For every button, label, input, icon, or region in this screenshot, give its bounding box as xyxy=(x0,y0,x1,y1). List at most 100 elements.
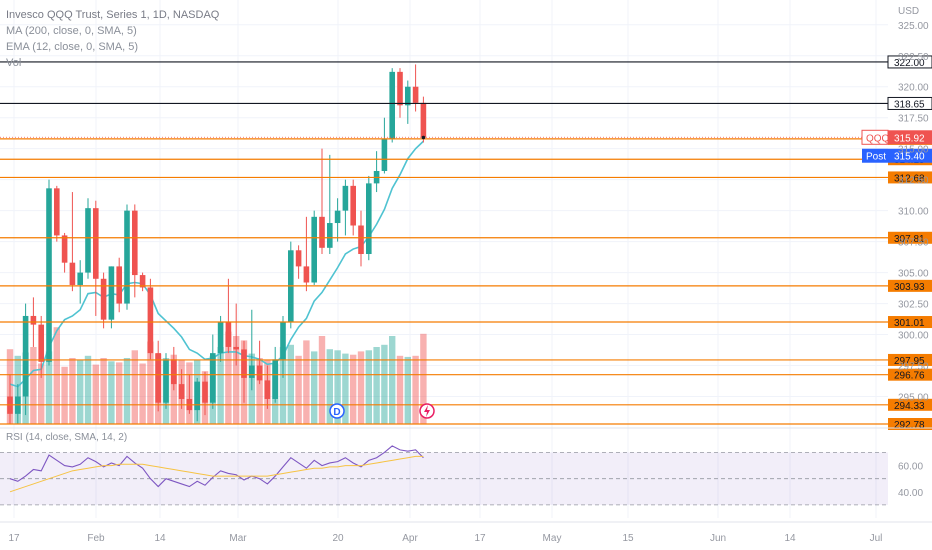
volume-bar xyxy=(139,363,146,424)
price-axis[interactable]: USD 325.00 322.50 320.00 317.50 315.00 312.50 3… xyxy=(898,6,929,403)
dividend-marker-icon xyxy=(329,403,345,419)
candle-body xyxy=(85,208,91,273)
candle-body xyxy=(334,210,341,224)
candle-body xyxy=(22,315,29,397)
level-tag xyxy=(887,96,932,110)
ema-polyline xyxy=(9,140,424,388)
legend-ema[interactable]: EMA (12, close, 0, SMA, 5) xyxy=(6,41,139,53)
legend-vol[interactable]: Vol xyxy=(6,57,22,69)
candle-body xyxy=(264,380,271,399)
price-tick: 307.50 xyxy=(898,238,929,249)
volume-bar xyxy=(92,364,99,424)
level-tag xyxy=(888,171,932,184)
level-tag xyxy=(887,55,932,69)
candle-body xyxy=(69,262,76,285)
volume-bar xyxy=(45,351,53,424)
time-tick: Jul xyxy=(870,533,883,544)
volume-bars xyxy=(6,327,427,424)
price-tick: 302.50 xyxy=(898,300,929,311)
candle-body xyxy=(116,266,122,304)
horizontal-levels[interactable]: 322.00318.65315.79314.15312.68307.81303.… xyxy=(0,55,932,431)
level-label: 322.00 xyxy=(894,58,925,69)
post-name: Post xyxy=(866,152,886,163)
time-tick: 14 xyxy=(154,533,166,544)
candle-body xyxy=(241,349,247,378)
volume-bar xyxy=(365,350,372,424)
volume-bar xyxy=(318,336,326,424)
volume-bar xyxy=(404,356,411,424)
level-tag xyxy=(888,368,932,381)
candle-body xyxy=(132,210,138,276)
last-price-dot xyxy=(421,135,426,140)
candle-body xyxy=(202,381,208,403)
rsi-pane: 60.00 40.00 xyxy=(0,427,932,506)
currency-label: USD xyxy=(898,6,919,17)
time-tick: May xyxy=(543,533,562,544)
level-tag xyxy=(888,231,932,244)
price-tick: 317.50 xyxy=(898,114,929,125)
rsi-ma-line xyxy=(9,455,424,493)
candle-body xyxy=(358,225,364,255)
candle-body xyxy=(233,346,239,350)
post-name-box xyxy=(862,148,888,163)
dividend-marker-glyph: D xyxy=(333,407,340,418)
level-label: 294.33 xyxy=(894,401,925,412)
volume-bar xyxy=(420,333,427,424)
volume-bar xyxy=(373,347,380,424)
volume-bar xyxy=(61,366,68,424)
legend-ma[interactable]: MA (200, close, 0, SMA, 5) xyxy=(6,25,137,37)
qqq-price-box xyxy=(888,130,932,145)
level-tag xyxy=(888,398,932,411)
candle-body xyxy=(139,275,146,288)
ema-line xyxy=(9,140,424,388)
candle-body xyxy=(77,272,83,285)
price-tick: 295.00 xyxy=(898,392,929,403)
level-label: 301.01 xyxy=(894,318,925,329)
candle-body xyxy=(225,322,232,347)
candle-body xyxy=(210,353,216,403)
level-label: 318.65 xyxy=(894,99,925,110)
volume-bar xyxy=(279,347,287,424)
price-tick: 300.00 xyxy=(898,331,929,342)
price-tick: 325.00 xyxy=(898,21,929,32)
qqq-price: 315.92 xyxy=(894,133,925,144)
candle-body xyxy=(163,359,169,403)
volume-bar xyxy=(342,353,349,424)
volume-bar xyxy=(100,358,107,424)
candle-body xyxy=(217,322,224,354)
candle-body xyxy=(366,183,372,255)
event-markers[interactable]: D xyxy=(329,135,435,419)
time-tick: 17 xyxy=(8,533,20,544)
legend-title[interactable]: Invesco QQQ Trust, Series 1, 1D, NASDAQ xyxy=(6,9,220,21)
volume-bar xyxy=(233,336,240,424)
time-tick: Apr xyxy=(402,533,418,544)
volume-bar xyxy=(116,362,123,424)
volume-bar xyxy=(326,349,333,424)
volume-bar xyxy=(77,360,84,424)
price-tick: 305.00 xyxy=(898,269,929,280)
volume-bar xyxy=(412,355,419,424)
candle-body xyxy=(420,102,427,138)
time-tick: 20 xyxy=(332,533,344,544)
candle-body xyxy=(295,250,302,267)
candle-body xyxy=(30,315,37,325)
time-axis[interactable]: 17 Feb 14 Mar 20 Apr 17 May 15 Jun 14 Jul xyxy=(0,521,932,544)
volume-bar xyxy=(217,347,224,424)
level-tag xyxy=(888,279,932,292)
volume-bar xyxy=(225,331,232,424)
volume-bar xyxy=(303,340,310,424)
level-label: 312.68 xyxy=(894,173,925,184)
price-tick: 322.50 xyxy=(898,52,929,63)
rsi-legend[interactable]: RSI (14, close, SMA, 14, 2) xyxy=(6,432,128,443)
price-tick: 297.50 xyxy=(898,362,929,373)
time-tick: Feb xyxy=(87,533,105,544)
volume-bar xyxy=(123,358,131,424)
volume-bar xyxy=(147,341,154,424)
candle-body xyxy=(38,324,44,362)
volume-bar xyxy=(381,344,388,424)
candle-body xyxy=(272,359,278,399)
candle-body xyxy=(171,359,177,385)
candle-body xyxy=(256,365,263,381)
time-tick: Jun xyxy=(710,533,726,544)
